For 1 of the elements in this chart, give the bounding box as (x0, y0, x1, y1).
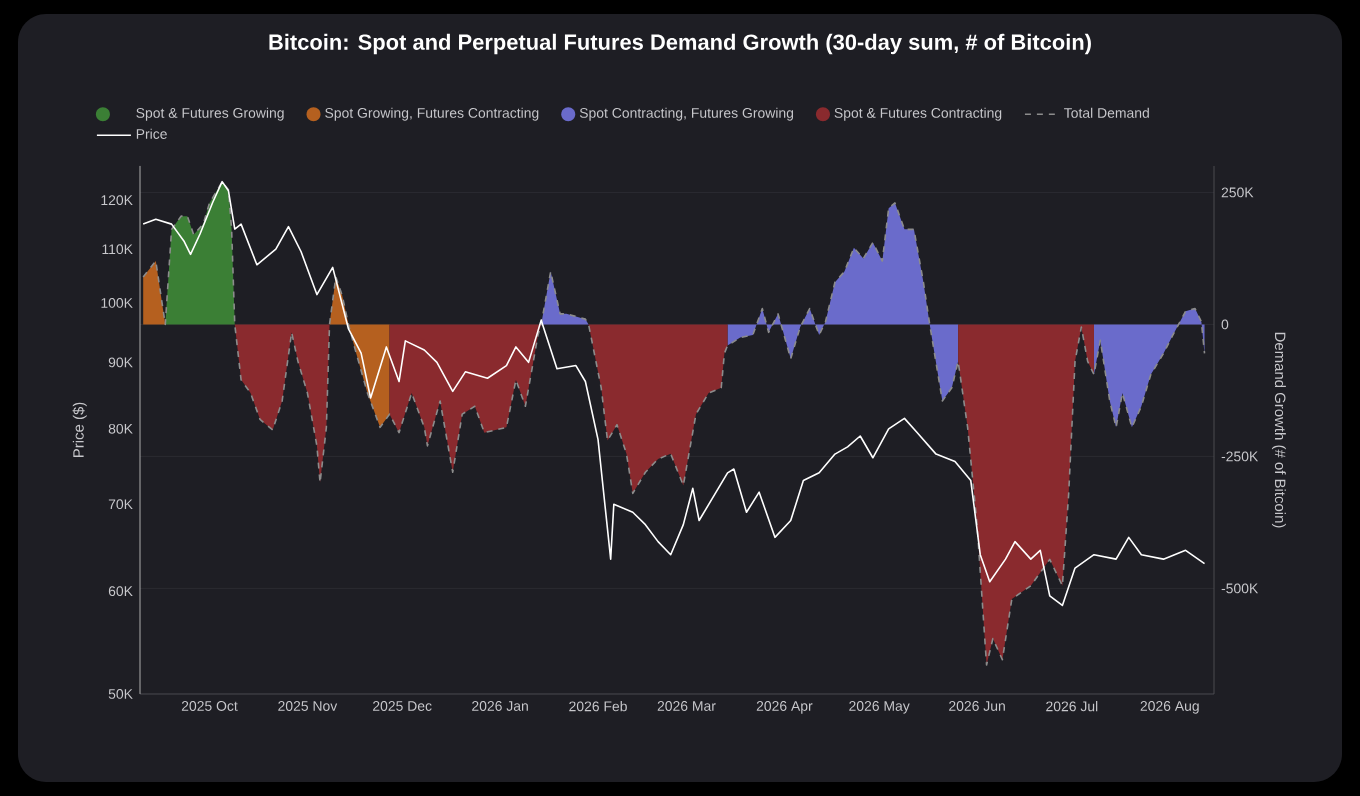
chart-title: Bitcoin: Spot and Perpetual Futures Demand Growth (30-day sum, # of Bitcoin) (269, 33, 1091, 55)
